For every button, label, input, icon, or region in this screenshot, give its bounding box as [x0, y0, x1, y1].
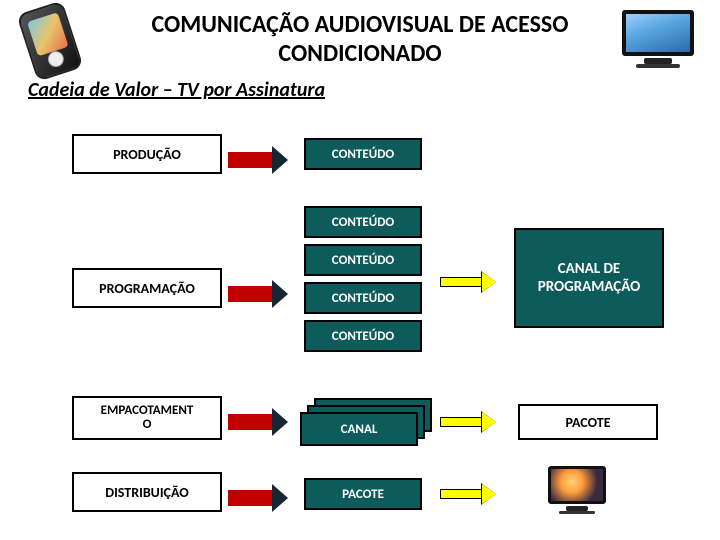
arrow-yellow-empacotamento: [440, 412, 498, 434]
box-conteudo-0: CONTEÚDO: [304, 138, 422, 170]
box-canal-stack: CANAL: [300, 398, 434, 448]
box-pacote-mid: PACOTE: [304, 478, 422, 510]
box-conteudo-4: CONTEÚDO: [304, 320, 422, 352]
arrow-yellow-distribuicao: [440, 484, 498, 506]
box-distribuicao: DISTRIBUIÇÃO: [72, 472, 222, 512]
tv-icon-top: [622, 10, 694, 68]
title-line2: CONDICIONADO: [278, 39, 441, 68]
box-empacotamento: EMPACOTAMENT O: [72, 396, 222, 440]
page-title: COMUNICAÇÃO AUDIOVISUAL DE ACESSO CONDIC…: [110, 10, 610, 68]
canal-programacao-label: CANAL DE PROGRAMAÇÃO: [522, 260, 656, 296]
arrow-programacao: [228, 280, 288, 308]
box-conteudo-3: CONTEÚDO: [304, 282, 422, 314]
box-conteudo-1: CONTEÚDO: [304, 206, 422, 238]
phone-icon: [16, 0, 83, 81]
arrow-yellow-programacao: [440, 272, 498, 294]
arrow-empacotamento: [228, 408, 288, 436]
box-producao: PRODUÇÃO: [72, 134, 222, 174]
box-conteudo-2: CONTEÚDO: [304, 244, 422, 276]
tv-icon-bottom: [548, 466, 606, 514]
subtitle: Cadeia de Valor – TV por Assinatura: [28, 78, 325, 102]
box-programacao: PROGRAMAÇÃO: [72, 268, 222, 308]
title-line1: COMUNICAÇÃO AUDIOVISUAL DE ACESSO: [152, 10, 569, 39]
arrow-distribuicao: [228, 484, 288, 512]
canal-stack-label: CANAL: [341, 422, 378, 437]
arrow-producao: [228, 146, 288, 174]
box-canal-programacao: CANAL DE PROGRAMAÇÃO: [514, 228, 664, 328]
box-pacote-right: PACOTE: [518, 404, 658, 440]
